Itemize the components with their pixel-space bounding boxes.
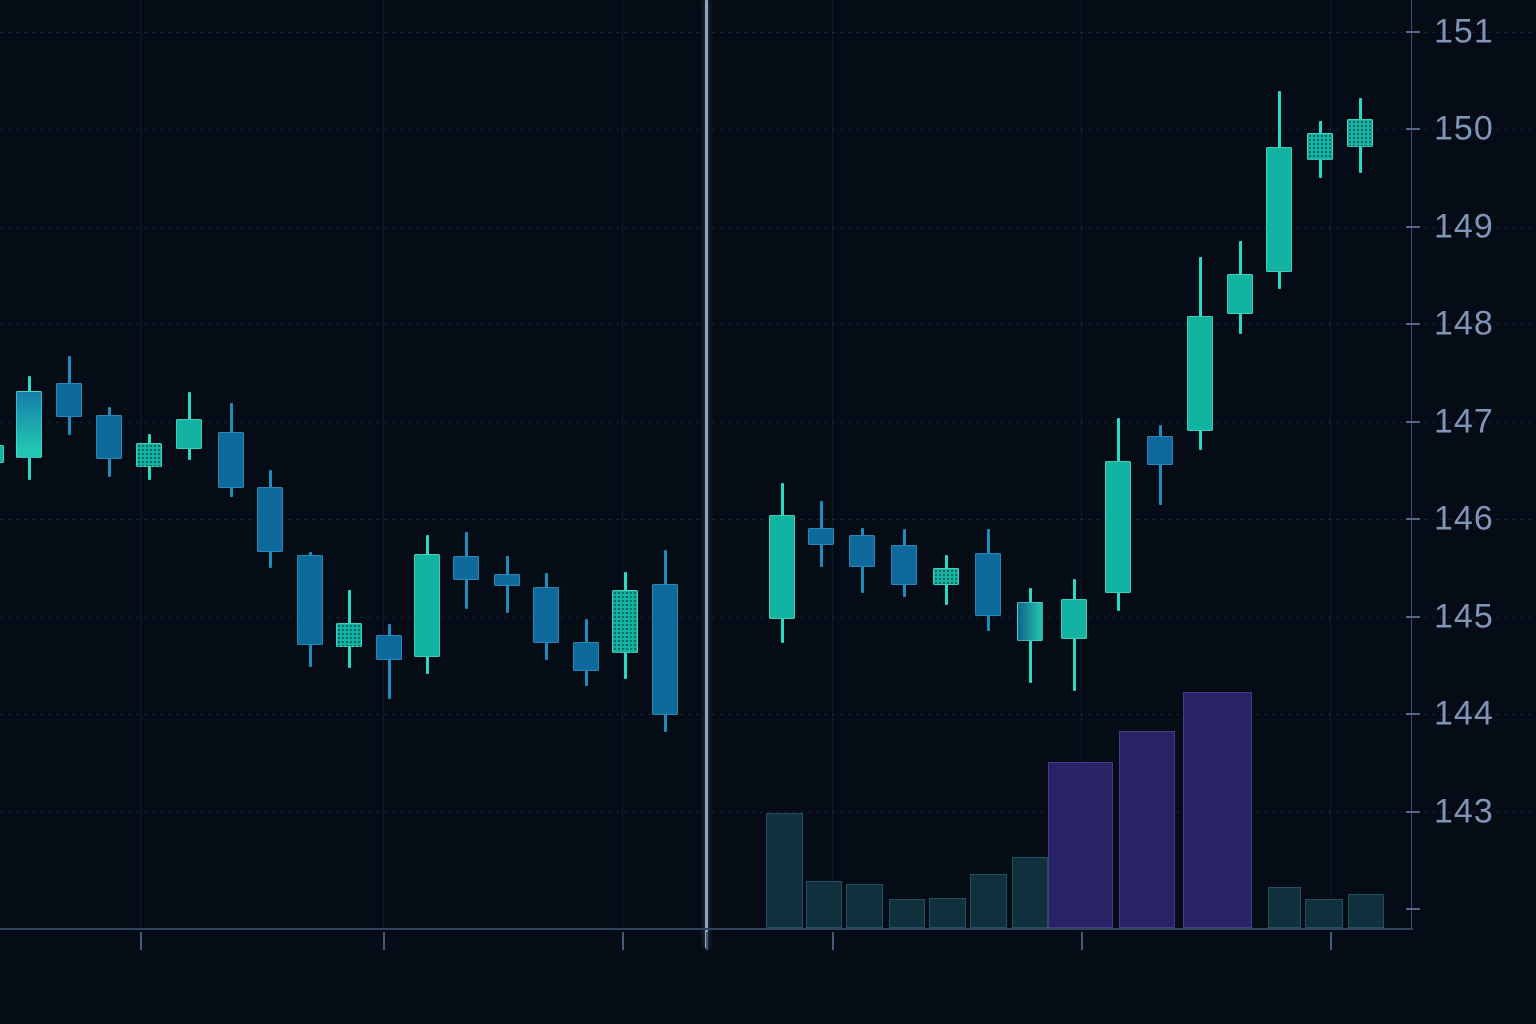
price-axis-label: 146 <box>1434 499 1494 538</box>
horizontal-gridline <box>0 129 1536 131</box>
price-axis-tick <box>1406 810 1420 813</box>
volume-bar[interactable] <box>929 898 966 928</box>
time-axis-tick <box>1081 932 1083 950</box>
time-axis-line <box>0 928 1413 930</box>
time-axis-tick <box>383 932 385 950</box>
down-candle-body[interactable] <box>891 544 917 585</box>
up-candle-body[interactable] <box>0 445 4 463</box>
volume-bar[interactable] <box>806 881 842 928</box>
price-axis-label: 145 <box>1434 597 1494 636</box>
down-candle-body[interactable] <box>96 414 122 459</box>
volume-bar[interactable] <box>1048 762 1113 928</box>
volume-bar[interactable] <box>846 884 883 928</box>
horizontal-gridline <box>0 714 1536 716</box>
volume-bar[interactable] <box>766 813 803 928</box>
vertical-gridline <box>1330 0 1331 928</box>
horizontal-gridline <box>0 324 1536 326</box>
up-candle-body[interactable] <box>176 418 202 449</box>
down-candle-body[interactable] <box>376 635 402 660</box>
time-axis-tick <box>1330 932 1332 950</box>
price-axis-tick <box>1406 128 1420 131</box>
price-axis-tick <box>1406 30 1420 33</box>
down-candle-body[interactable] <box>652 583 678 716</box>
price-axis-tick <box>1406 420 1420 423</box>
horizontal-gridline <box>0 421 1536 423</box>
vertical-gridline <box>1081 0 1082 928</box>
down-candle-body[interactable] <box>1147 436 1173 465</box>
down-candle-wick <box>1158 424 1162 505</box>
horizontal-gridline <box>0 31 1536 33</box>
price-axis-label: 148 <box>1434 304 1494 343</box>
volume-bar[interactable] <box>1268 887 1301 928</box>
price-axis-label: 143 <box>1434 792 1494 831</box>
down-candle-body[interactable] <box>257 487 283 553</box>
volume-bar[interactable] <box>1305 899 1343 928</box>
up-candle-body[interactable] <box>136 443 162 467</box>
time-axis-tick <box>622 932 624 950</box>
price-axis-label: 144 <box>1434 694 1494 733</box>
down-candle-body[interactable] <box>849 534 875 567</box>
down-candle-body[interactable] <box>573 642 599 672</box>
time-axis-tick <box>832 932 834 950</box>
price-axis-tick <box>1406 518 1420 521</box>
time-axis-tick <box>140 932 142 950</box>
down-candle-body[interactable] <box>297 555 323 645</box>
down-candle-body[interactable] <box>56 382 82 417</box>
price-axis-tick <box>1406 908 1420 911</box>
down-candle-body[interactable] <box>975 553 1001 616</box>
up-candle-body[interactable] <box>1227 273 1253 315</box>
vertical-gridline <box>622 0 623 928</box>
price-axis-label: 151 <box>1434 12 1494 51</box>
horizontal-gridline <box>0 519 1536 521</box>
volume-bar[interactable] <box>889 899 925 928</box>
up-candle-body[interactable] <box>1347 119 1373 147</box>
up-candle-body[interactable] <box>612 590 638 653</box>
horizontal-gridline <box>0 811 1536 813</box>
volume-bar[interactable] <box>1348 894 1384 928</box>
price-axis-label: 150 <box>1434 109 1494 148</box>
down-candle-body[interactable] <box>533 587 559 643</box>
volume-bar[interactable] <box>1012 857 1048 928</box>
up-candle-body[interactable] <box>1017 602 1043 642</box>
price-axis-line <box>1411 0 1412 928</box>
price-axis-tick <box>1406 323 1420 326</box>
down-candle-body[interactable] <box>218 432 244 488</box>
time-axis-tick <box>706 932 708 950</box>
vertical-gridline <box>383 0 384 928</box>
down-candle-body[interactable] <box>453 556 479 580</box>
session-divider-line <box>705 0 708 948</box>
volume-bar[interactable] <box>1183 692 1252 928</box>
volume-bar[interactable] <box>1119 731 1175 928</box>
price-axis-label: 149 <box>1434 207 1494 246</box>
price-axis-tick <box>1406 615 1420 618</box>
up-candle-body[interactable] <box>414 554 440 657</box>
up-candle-body[interactable] <box>1307 133 1333 161</box>
horizontal-gridline <box>0 616 1536 618</box>
down-candle-body[interactable] <box>808 527 834 545</box>
price-axis-tick <box>1406 713 1420 716</box>
horizontal-gridline <box>0 226 1536 228</box>
up-candle-body[interactable] <box>933 567 959 586</box>
price-axis-tick <box>1406 225 1420 228</box>
volume-bar[interactable] <box>970 874 1007 928</box>
up-candle-body[interactable] <box>1187 316 1213 432</box>
up-candle-body[interactable] <box>336 622 362 647</box>
up-candle-body[interactable] <box>1266 146 1292 272</box>
price-axis-label: 147 <box>1434 402 1494 441</box>
vertical-gridline <box>832 0 833 928</box>
up-candle-body[interactable] <box>16 390 42 458</box>
down-candle-body[interactable] <box>494 573 520 587</box>
up-candle-body[interactable] <box>769 515 795 619</box>
up-candle-body[interactable] <box>1061 599 1087 640</box>
down-candle-wick <box>387 623 391 699</box>
up-candle-body[interactable] <box>1105 460 1131 594</box>
